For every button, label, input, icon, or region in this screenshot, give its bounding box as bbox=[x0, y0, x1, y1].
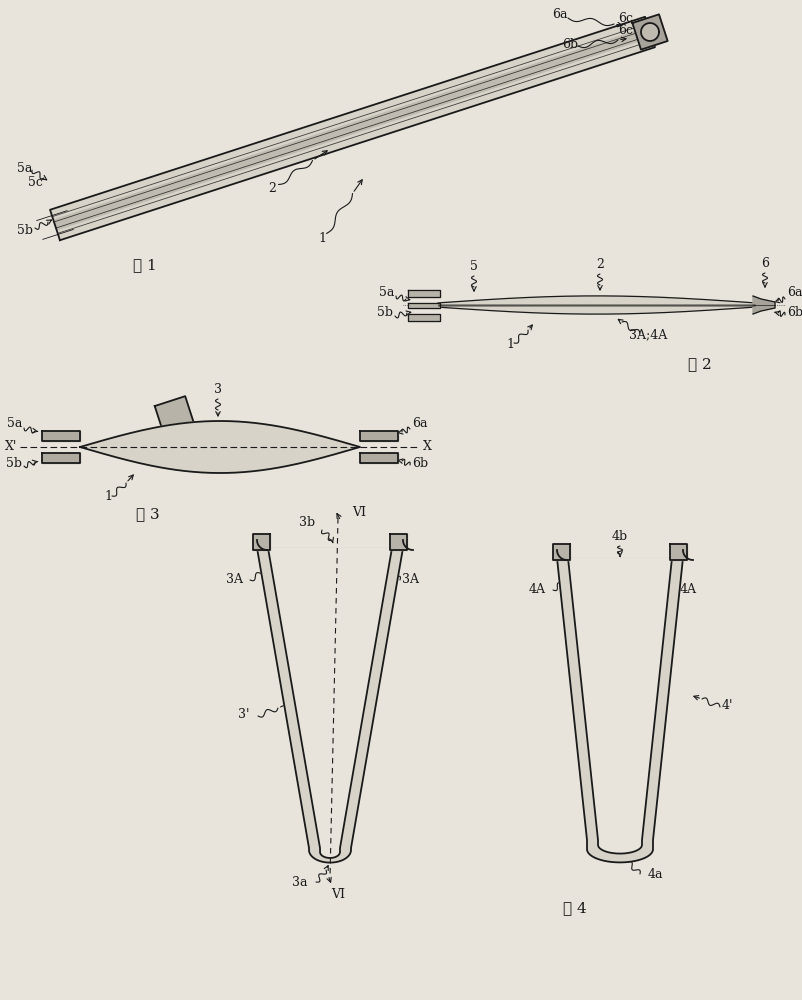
Text: 2: 2 bbox=[595, 258, 603, 271]
Text: 图 4: 图 4 bbox=[562, 901, 586, 915]
Polygon shape bbox=[42, 431, 80, 441]
Text: 5: 5 bbox=[469, 260, 477, 273]
Text: 6c: 6c bbox=[618, 11, 632, 24]
Polygon shape bbox=[640, 23, 658, 41]
Text: 3A;4A: 3A;4A bbox=[628, 328, 666, 341]
Polygon shape bbox=[268, 548, 391, 858]
Polygon shape bbox=[389, 534, 407, 550]
Polygon shape bbox=[632, 14, 666, 50]
Polygon shape bbox=[50, 17, 654, 240]
Text: 6c: 6c bbox=[618, 23, 632, 36]
Polygon shape bbox=[437, 296, 754, 314]
Text: 4a: 4a bbox=[647, 868, 662, 881]
Text: 图 1: 图 1 bbox=[133, 258, 156, 272]
Polygon shape bbox=[257, 548, 403, 863]
Polygon shape bbox=[359, 431, 398, 441]
Text: 5b: 5b bbox=[376, 306, 392, 319]
Text: 3b: 3b bbox=[298, 516, 314, 529]
Text: 6a: 6a bbox=[411, 417, 427, 430]
Polygon shape bbox=[359, 453, 398, 463]
Polygon shape bbox=[567, 558, 671, 854]
Polygon shape bbox=[407, 302, 439, 308]
Text: 图 2: 图 2 bbox=[687, 357, 711, 371]
Text: 3a: 3a bbox=[292, 876, 308, 889]
Polygon shape bbox=[553, 544, 569, 560]
Text: 5c: 5c bbox=[27, 176, 43, 190]
Text: VI: VI bbox=[351, 506, 366, 519]
Text: 图 3: 图 3 bbox=[136, 507, 160, 521]
Polygon shape bbox=[669, 544, 686, 560]
Text: VI: VI bbox=[330, 888, 345, 901]
Polygon shape bbox=[407, 314, 439, 320]
Text: 6b: 6b bbox=[786, 306, 802, 319]
Polygon shape bbox=[557, 558, 683, 862]
Polygon shape bbox=[80, 421, 359, 473]
Text: 5a: 5a bbox=[18, 161, 33, 174]
Text: 5b: 5b bbox=[6, 457, 22, 470]
Text: 6b: 6b bbox=[561, 38, 577, 51]
Text: 3: 3 bbox=[214, 383, 221, 396]
Text: 6a: 6a bbox=[786, 286, 801, 299]
Text: 6: 6 bbox=[760, 257, 768, 270]
Text: 5a: 5a bbox=[6, 417, 22, 430]
Text: 1: 1 bbox=[505, 338, 513, 351]
Text: 5b: 5b bbox=[17, 224, 33, 236]
Text: X': X' bbox=[5, 440, 17, 454]
Text: 2: 2 bbox=[268, 182, 276, 195]
Polygon shape bbox=[42, 453, 80, 463]
Text: 3': 3' bbox=[238, 708, 249, 721]
Text: 4b: 4b bbox=[611, 530, 627, 543]
Polygon shape bbox=[54, 27, 650, 230]
Text: 6b: 6b bbox=[411, 457, 427, 470]
Text: 3A: 3A bbox=[225, 573, 243, 586]
Text: 4A: 4A bbox=[679, 583, 696, 596]
Polygon shape bbox=[752, 296, 774, 314]
Text: 1: 1 bbox=[104, 490, 111, 503]
Text: 4A: 4A bbox=[529, 583, 545, 596]
Polygon shape bbox=[253, 534, 269, 550]
Text: 5a: 5a bbox=[379, 286, 394, 299]
Text: X: X bbox=[423, 440, 431, 454]
Text: 3A: 3A bbox=[402, 573, 419, 586]
Polygon shape bbox=[155, 396, 199, 448]
Text: 6a: 6a bbox=[552, 8, 567, 21]
Text: 1: 1 bbox=[318, 232, 326, 245]
Text: 4': 4' bbox=[721, 699, 732, 712]
Polygon shape bbox=[407, 290, 439, 296]
